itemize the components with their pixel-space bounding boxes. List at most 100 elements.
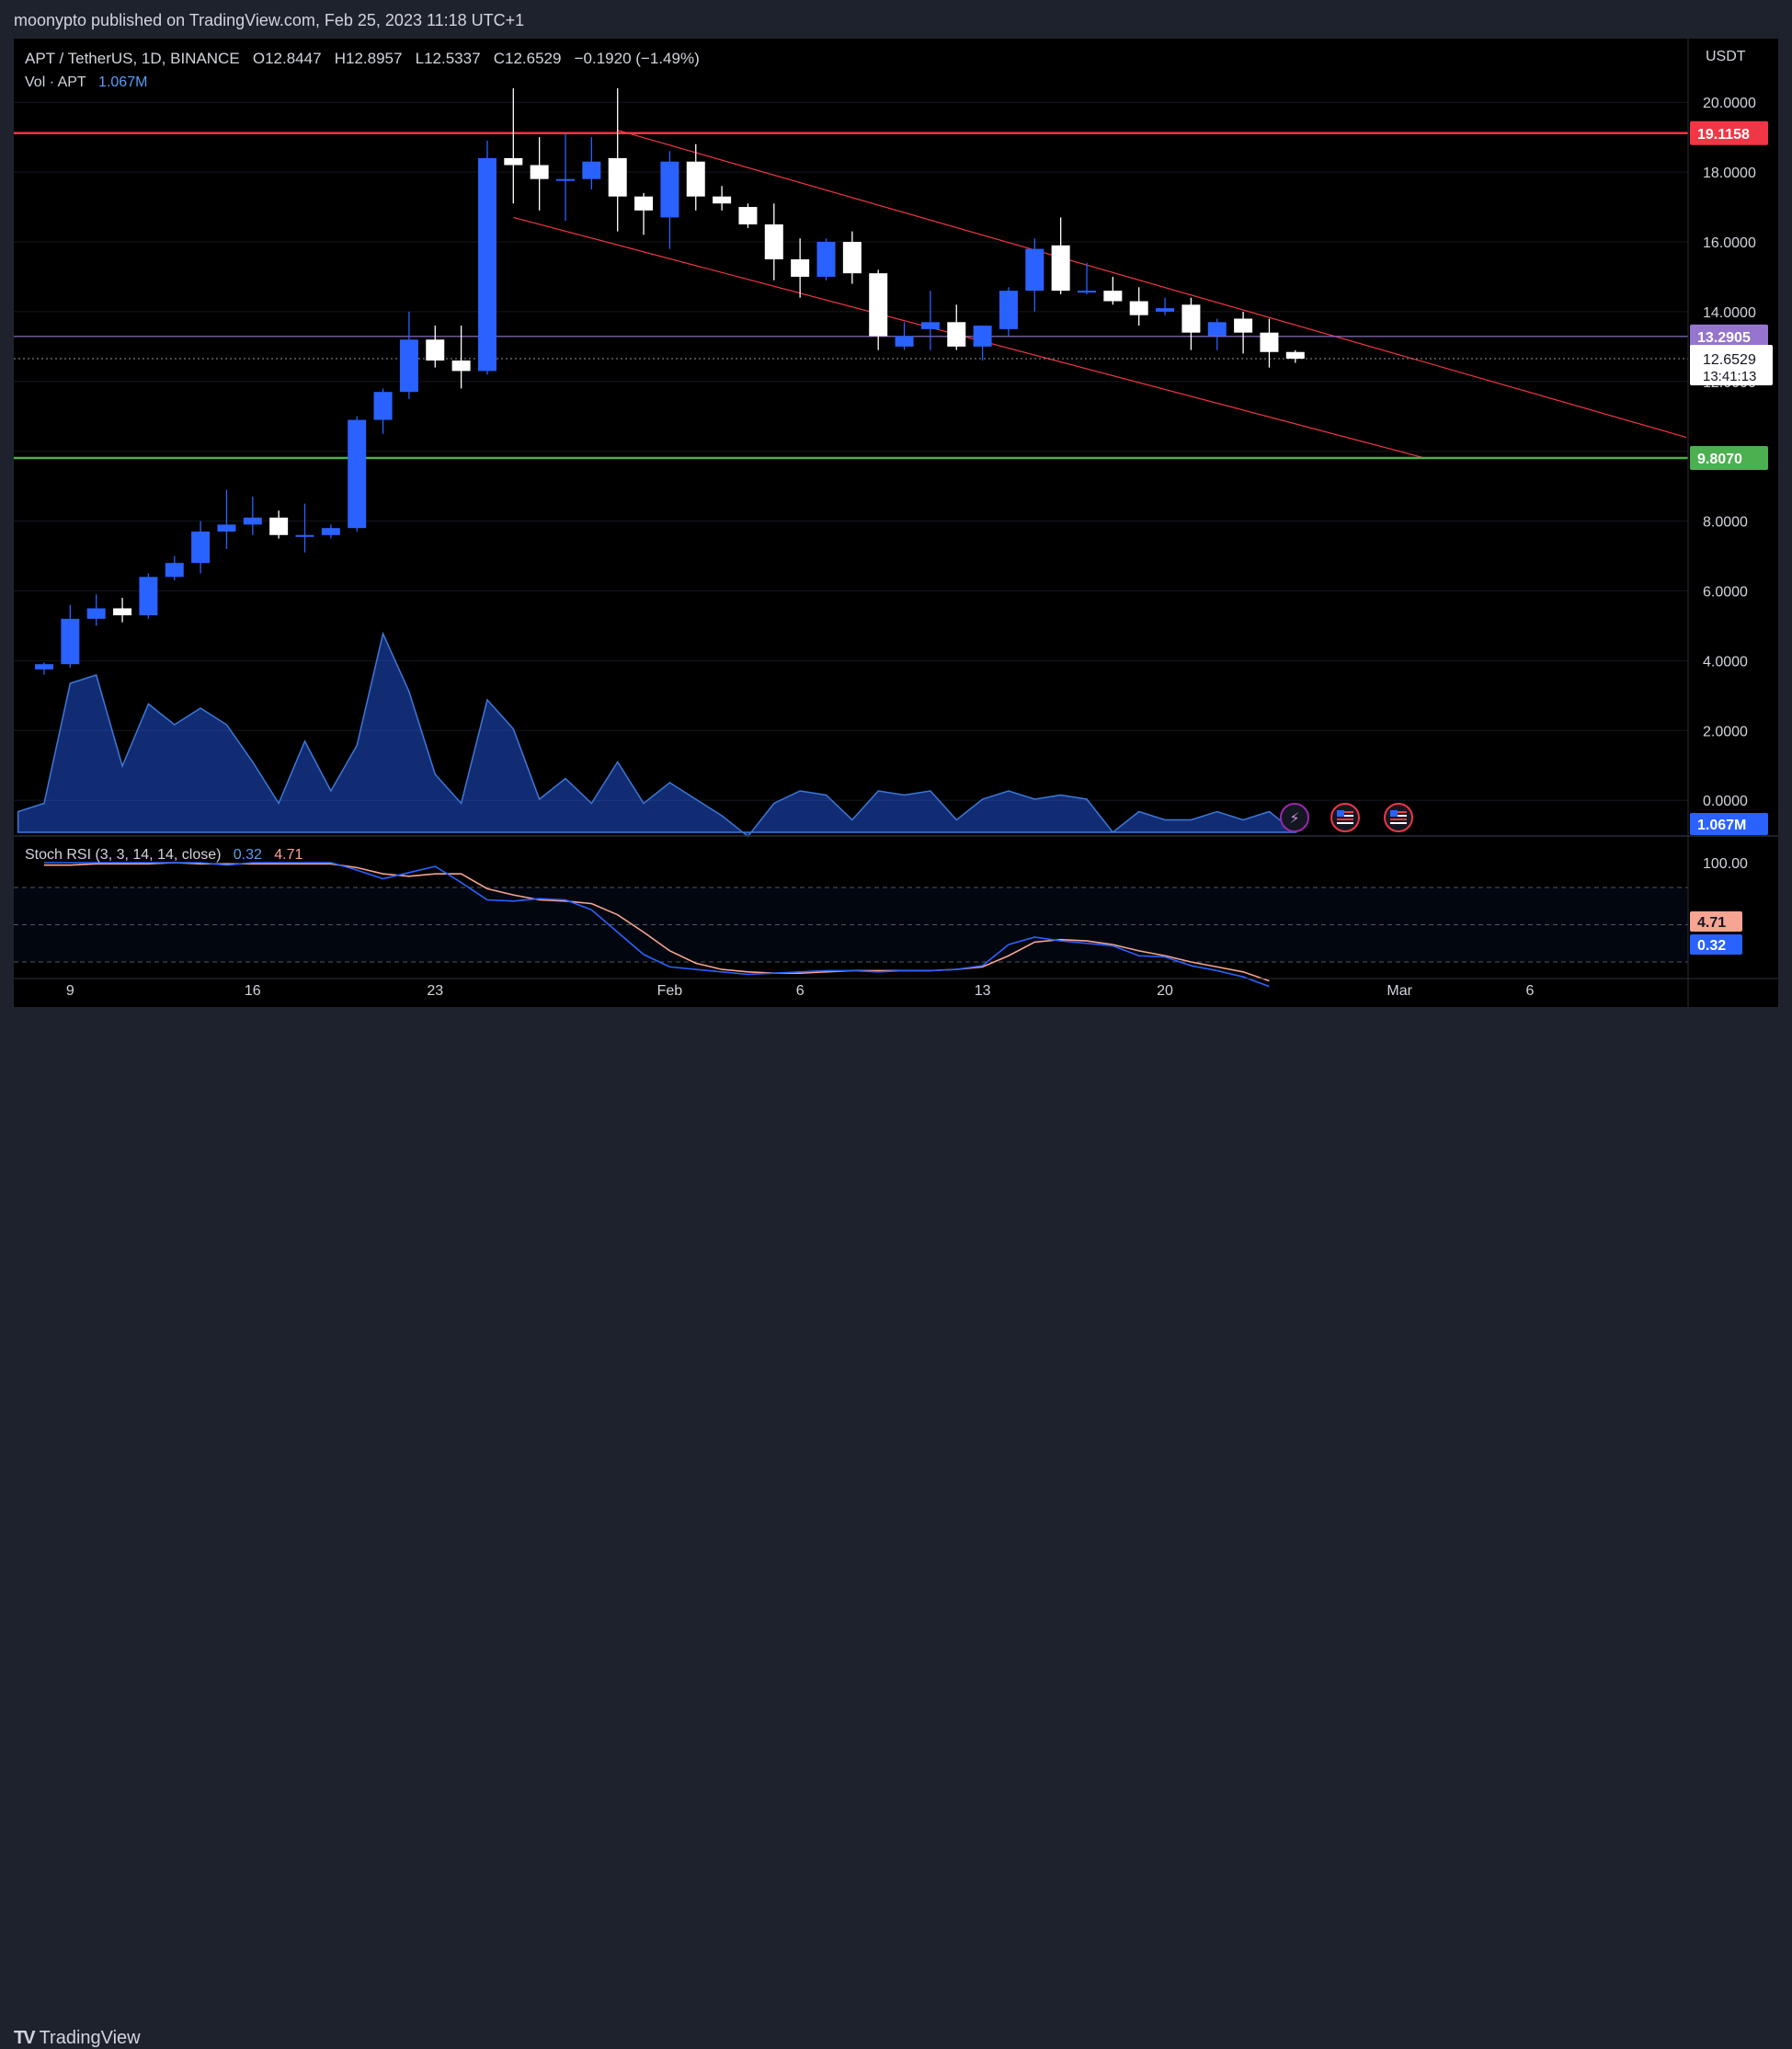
support-badge-text: 9.8070 [1697, 452, 1742, 467]
stoch-k-line [44, 862, 1270, 988]
candle [61, 618, 80, 665]
stoch-rsi-label[interactable]: Stoch RSI (3, 3, 14, 14, close) [25, 847, 222, 863]
tradingview-logo[interactable]: TV TradingView [14, 2028, 141, 2048]
stoch-d-line [44, 862, 1270, 982]
candle [191, 531, 211, 564]
candle [451, 361, 471, 372]
candle [842, 242, 862, 274]
stoch-d-badge-text: 4.71 [1697, 915, 1726, 931]
candle [999, 291, 1018, 329]
candle [477, 157, 497, 372]
date-tick-label: 23 [427, 983, 443, 999]
candle [139, 577, 158, 616]
date-tick-label: 20 [1157, 983, 1173, 999]
candle [217, 524, 236, 532]
close-label: C [493, 50, 505, 67]
candle [243, 517, 262, 525]
flag-stripe [1337, 811, 1353, 813]
open-value: 12.8447 [265, 50, 322, 67]
flag-canton [1337, 810, 1344, 817]
resistance-badge [1690, 120, 1768, 145]
channel-lower-line [513, 216, 1426, 459]
candle [399, 339, 418, 393]
tradingview-logo-icon: TV [14, 2028, 36, 2048]
stoch-k-value: 0.32 [233, 847, 262, 863]
stoch-d-value: 4.71 [274, 847, 303, 863]
candle [608, 157, 627, 197]
price-tick-label: 8.0000 [1703, 515, 1748, 531]
last-price-text: 12.6529 [1703, 352, 1756, 368]
flag-stripe [1337, 818, 1353, 820]
candle [582, 161, 601, 179]
high-label: H [334, 50, 346, 67]
change-value: −0.1920 (−1.49%) [574, 50, 700, 67]
candle [1260, 332, 1279, 352]
date-tick-label: 13 [975, 983, 991, 999]
close-value: 12.6529 [505, 50, 562, 67]
candle [1103, 291, 1123, 302]
candle [895, 336, 914, 347]
price-tick-label: 6.0000 [1703, 585, 1748, 601]
level-badge [1690, 324, 1768, 349]
candle [530, 165, 549, 179]
date-tick-label: Mar [1387, 983, 1412, 999]
candle [973, 326, 992, 347]
chart-area[interactable] [14, 39, 1778, 1007]
date-tick-label: 6 [1525, 983, 1534, 999]
flag-canton [1390, 810, 1398, 817]
candle [1078, 291, 1096, 293]
candle [1234, 318, 1253, 333]
level-badge-text: 13.2905 [1697, 330, 1751, 346]
stoch-rsi-legend: Stoch RSI (3, 3, 14, 14, close) 0.32 4.7… [25, 847, 302, 864]
candle [1025, 248, 1044, 292]
price-tick-label: 20.0000 [1703, 96, 1756, 111]
support-badge [1690, 446, 1768, 471]
volume-value: 1.067M [98, 74, 148, 90]
resistance-badge-text: 19.1158 [1697, 127, 1750, 143]
candle [1285, 351, 1305, 360]
bottom-bar: TV TradingView [0, 1007, 1792, 2048]
candle [321, 528, 340, 535]
candle [1181, 304, 1201, 333]
last-price-badge [1690, 345, 1773, 386]
us-flag-event-icon [1330, 803, 1360, 832]
chart-svg[interactable]: ⚡USDT20.000018.000016.000014.000012.0000… [0, 0, 1792, 1056]
candle [165, 563, 184, 578]
candle [113, 608, 132, 616]
flag-stripe [1390, 815, 1407, 817]
candle [791, 258, 810, 277]
candle [869, 273, 888, 337]
candle [556, 178, 575, 181]
candle [426, 339, 445, 361]
candle [816, 242, 836, 277]
volume-legend: Vol · APT 1.067M [25, 74, 147, 91]
candle [738, 207, 758, 225]
candle [947, 322, 966, 347]
stoch-tick-label: 100.00 [1703, 856, 1748, 872]
date-tick-label: Feb [657, 983, 683, 999]
flag-stripe [1390, 822, 1407, 824]
date-tick-label: 6 [796, 983, 805, 999]
published-text: moonypto published on TradingView.com, F… [14, 11, 525, 29]
flag-stripe [1337, 822, 1353, 824]
candle [764, 224, 783, 259]
symbol-name[interactable]: APT / TetherUS, 1D, BINANCE [25, 50, 240, 67]
candle [86, 608, 106, 619]
candle [713, 196, 732, 204]
high-value: 12.8957 [346, 50, 403, 67]
candle [634, 196, 654, 211]
candle [1051, 245, 1070, 292]
price-tick-label: 0.0000 [1703, 794, 1748, 809]
stoch-k-badge-text: 0.32 [1697, 938, 1726, 954]
candle [1207, 322, 1227, 337]
countdown-text: 13:41:13 [1703, 369, 1756, 384]
candle [269, 517, 289, 535]
volume-label[interactable]: Vol · APT [25, 74, 86, 90]
candle [35, 664, 53, 670]
lightning-glyph: ⚡ [1289, 811, 1299, 827]
axis-currency: USDT [1706, 49, 1746, 64]
top-bar: moonypto published on TradingView.com, F… [0, 0, 1792, 39]
volume-area [17, 631, 1297, 838]
date-tick-label: 16 [245, 983, 261, 999]
candle [1156, 308, 1175, 312]
